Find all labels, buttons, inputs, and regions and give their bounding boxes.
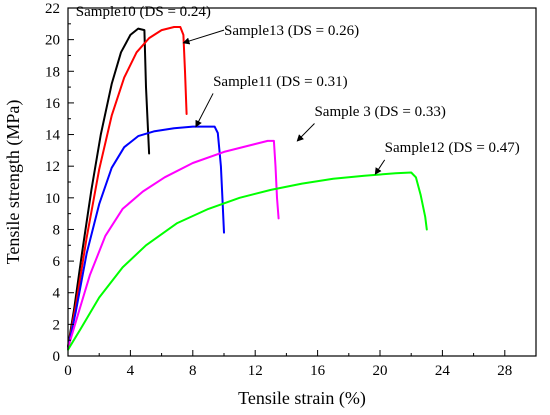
x-tick-label: 28 [497,363,512,379]
series-annotation-label: Sample13 (DS = 0.26) [224,23,359,39]
series-line-3 [67,139,280,350]
series-line-2 [67,125,225,350]
series-line-0 [67,27,151,348]
y-tick-label: 4 [53,286,61,302]
y-tick-label: 0 [53,349,61,365]
series-annotation-label: Sample 3 (DS = 0.33) [314,104,445,120]
x-tick-label: 16 [310,363,326,379]
series-line-4 [67,171,428,351]
y-tick-label: 2 [53,317,61,333]
annotation-arrow [195,93,214,128]
y-tick-label: 18 [45,64,60,80]
x-tick-label: 8 [189,363,197,379]
y-tick-label: 14 [45,128,61,144]
series-annotation-label: Sample12 (DS = 0.47) [385,140,520,156]
x-tick-label: 20 [373,363,388,379]
x-tick-label: 0 [64,363,72,379]
y-axis-title: Tensile strength (MPa) [3,100,24,265]
y-tick-label: 10 [45,191,60,207]
annotation-arrow [182,29,225,45]
y-tick-label: 20 [45,33,60,49]
y-tick-label: 22 [45,1,60,17]
series-annotation-label: Sample10 (DS = 0.24) [76,4,211,20]
plot-frame [67,7,537,357]
axis-layer: 0 4 8 12 16 20 24 280246810121416182022Tensile … [3,1,537,409]
x-tick-label: 12 [248,363,263,379]
annotation-arrow [374,159,386,175]
annotation-layer: Sample10 (DS = 0.24) Sample13 (DS = 0.26)… [76,4,520,175]
y-tick-label: 8 [53,222,61,238]
x-axis-title: Tensile strain (%) [238,388,366,409]
series-layer [67,26,428,351]
series-annotation-label: Sample11 (DS = 0.31) [213,74,348,90]
x-tick-label: 24 [435,363,451,379]
series-line-1 [67,26,188,350]
annotation-arrow [296,123,315,142]
y-tick-label: 16 [45,96,61,112]
x-tick-label: 4 [127,363,135,379]
y-tick-label: 12 [45,159,60,175]
y-tick-label: 6 [53,254,61,270]
